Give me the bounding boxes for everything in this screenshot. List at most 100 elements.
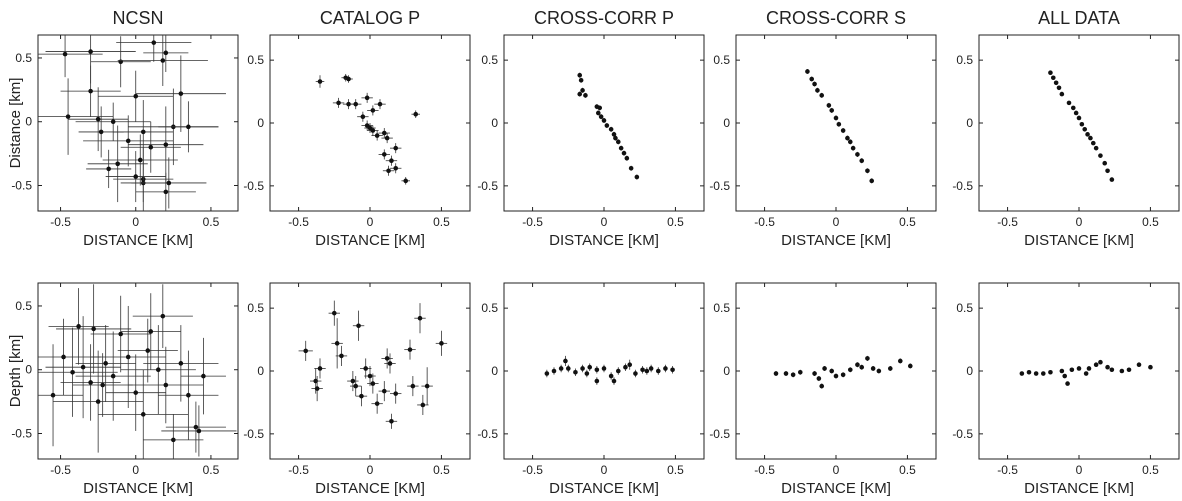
data-point <box>103 361 108 366</box>
y-tick-label: 0.5 <box>481 53 498 67</box>
x-tick-label: 0.5 <box>433 463 450 477</box>
data-series <box>773 355 913 389</box>
data-point <box>1136 362 1142 368</box>
x-tick-label: -0.5 <box>997 463 1018 477</box>
x-axis-label: DISTANCE [KM] <box>315 480 425 497</box>
data-point <box>403 178 409 184</box>
data-point <box>594 367 600 373</box>
x-tick-label: 0.5 <box>1142 463 1159 477</box>
data-point <box>98 129 104 135</box>
data-point <box>577 91 583 97</box>
data-series <box>298 300 448 429</box>
x-axis-label: DISTANCE [KM] <box>549 232 659 249</box>
data-point <box>1066 100 1072 106</box>
data-series <box>1048 70 1115 182</box>
y-axis-label: Depth [km] <box>7 335 24 408</box>
data-point <box>1050 75 1056 81</box>
data-point <box>178 361 184 366</box>
y-tick-label: 0 <box>491 116 498 130</box>
y-tick-label: -0.5 <box>709 427 730 441</box>
data-point <box>627 362 633 368</box>
panel-title: CATALOG P <box>320 8 420 28</box>
panel-title: CROSS-CORR P <box>534 8 674 28</box>
data-point <box>1098 153 1103 158</box>
data-point <box>1109 177 1115 182</box>
data-point <box>618 145 624 151</box>
data-point <box>608 126 614 132</box>
data-point <box>812 371 817 376</box>
data-point <box>314 386 320 391</box>
x-axis-label: DISTANCE [KM] <box>83 480 193 497</box>
data-point <box>598 114 604 120</box>
x-tick-label: -0.5 <box>288 463 309 477</box>
data-point <box>897 358 903 364</box>
data-point <box>353 383 359 389</box>
x-tick-label: -0.5 <box>997 215 1018 229</box>
y-tick-label: 0 <box>966 116 973 130</box>
data-point <box>580 366 585 371</box>
data-point <box>816 376 822 381</box>
data-point <box>587 364 593 370</box>
x-tick-label: 0.5 <box>203 215 220 229</box>
y-tick-label: 0.5 <box>15 51 32 65</box>
y-tick-label: 0 <box>25 363 32 377</box>
data-point <box>621 150 627 156</box>
data-point <box>334 341 340 346</box>
y-tick-label: 0 <box>25 115 32 129</box>
data-point <box>812 81 817 87</box>
x-tick-label: 0.5 <box>667 463 684 477</box>
data-point <box>1098 359 1103 365</box>
data-point <box>628 165 634 171</box>
data-point <box>583 93 588 98</box>
data-point <box>163 189 169 195</box>
data-point <box>783 371 789 376</box>
y-tick-label: -0.5 <box>952 179 973 193</box>
x-axis-label: DISTANCE [KM] <box>1024 232 1134 249</box>
data-point <box>655 368 661 374</box>
x-tick-label: 0.5 <box>899 463 916 477</box>
data-point <box>439 341 444 346</box>
x-tick-label: 0 <box>833 463 840 477</box>
x-tick-label: -0.5 <box>522 463 543 477</box>
data-point <box>670 367 675 373</box>
data-point <box>171 437 176 443</box>
panel-3: CROSS-CORR P DISTANCE [KM] -0.5 0 0.5 0.5 0 -0.… <box>477 8 705 249</box>
x-axis-label: DISTANCE [KM] <box>781 232 891 249</box>
data-point <box>50 392 56 398</box>
data-point <box>420 402 426 408</box>
data-point <box>110 119 116 125</box>
data-point <box>815 88 820 93</box>
data-point <box>148 329 154 334</box>
data-point <box>407 347 413 352</box>
data-point <box>393 391 399 396</box>
data-point <box>65 114 71 119</box>
data-point <box>829 368 835 374</box>
data-point <box>331 310 337 316</box>
data-point <box>611 132 617 137</box>
x-tick-label: 0 <box>132 463 139 477</box>
data-point <box>115 161 120 167</box>
x-tick-label: -0.5 <box>50 215 71 229</box>
x-tick-label: 0.5 <box>203 463 220 477</box>
data-point <box>870 366 876 371</box>
x-tick-label: 0 <box>132 215 139 229</box>
y-tick-label: -0.5 <box>243 179 264 193</box>
data-point <box>573 369 578 375</box>
data-point <box>133 174 139 179</box>
data-point <box>350 378 356 384</box>
data-point <box>76 324 81 329</box>
data-point <box>847 367 853 373</box>
y-tick-label: 0.5 <box>247 301 264 315</box>
y-tick-label: -0.5 <box>477 427 498 441</box>
data-point <box>847 139 853 145</box>
x-axis-label: DISTANCE [KM] <box>781 480 891 497</box>
data-point <box>381 388 387 394</box>
plot-frame <box>735 282 937 460</box>
data-point <box>156 367 161 373</box>
data-point <box>140 129 146 135</box>
data-point <box>663 366 668 371</box>
data-point <box>1126 367 1132 373</box>
data-point <box>346 76 351 82</box>
data-point <box>601 366 607 371</box>
